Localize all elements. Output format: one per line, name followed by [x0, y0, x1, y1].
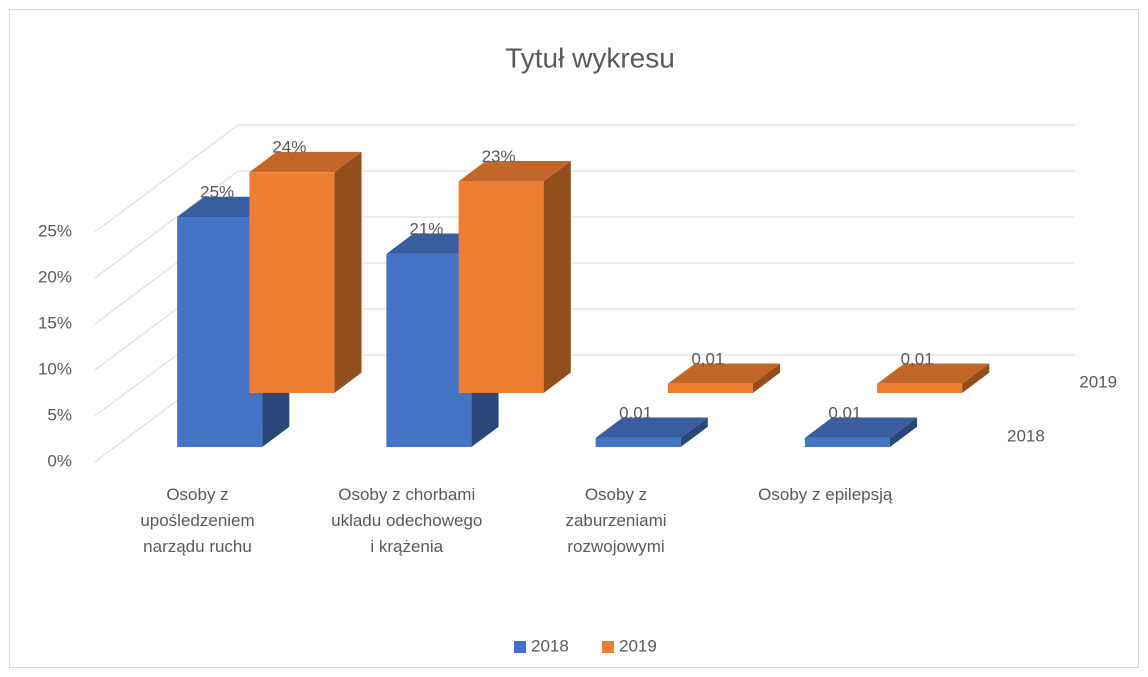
value-label: 23%	[482, 147, 516, 166]
value-label: 24%	[272, 138, 306, 157]
bar-side	[334, 151, 362, 393]
x-tick-label-box: Osoby z upośledzeniem narządu ruchu	[140, 485, 255, 556]
x-tick-label: Osoby z epilepsją	[758, 485, 893, 504]
value-label: 25%	[200, 183, 234, 202]
bar-front	[249, 172, 335, 393]
value-label: 21%	[409, 219, 443, 238]
y-tick-label: 10%	[38, 359, 72, 378]
x-tick-label: Osoby z zaburzeniami rozwojowymi	[565, 485, 667, 556]
x-tick-label: Osoby z upośledzeniem narządu ruchu	[140, 485, 255, 556]
legend-label: 2019	[619, 636, 657, 655]
bar-side	[543, 161, 571, 393]
bar-top	[458, 161, 571, 182]
y-tick-label: 25%	[38, 221, 72, 240]
x-tick-label: Osoby z chorbami ukladu odechowego i krą…	[331, 485, 483, 556]
bar	[458, 161, 571, 393]
bar-side	[752, 363, 781, 393]
bar-top	[804, 417, 918, 438]
x-tick-label-box: Osoby z zaburzeniami rozwojowymi	[565, 485, 667, 556]
bar-front	[804, 437, 890, 448]
bar-top	[667, 363, 781, 384]
grid-line	[94, 124, 239, 233]
value-label: 0,01	[901, 349, 934, 368]
legend-label: 2018	[531, 636, 569, 655]
bar-side	[889, 417, 918, 448]
bar-side	[962, 363, 990, 393]
bar	[249, 151, 362, 393]
bar-top	[877, 363, 990, 384]
value-label: 0,01	[828, 403, 861, 422]
bar-front	[595, 437, 681, 448]
y-tick-label: 0%	[47, 451, 72, 470]
grid-line	[94, 170, 239, 279]
bar-front	[386, 253, 472, 448]
x-tick-label-box: Osoby z chorbami ukladu odechowego i krą…	[331, 485, 483, 556]
bar	[804, 417, 918, 448]
bar-front	[177, 217, 263, 448]
value-label: 0,01	[619, 403, 652, 422]
bar-top	[249, 151, 362, 173]
x-tick-label-box: Osoby z epilepsją	[758, 485, 893, 504]
bar-front	[667, 383, 753, 393]
chart-title: Tytuł wykresu	[505, 42, 675, 73]
bar-top	[595, 417, 708, 438]
legend-swatch	[514, 641, 526, 653]
bar-front	[458, 181, 544, 393]
bar-front	[877, 383, 963, 393]
bar-side	[680, 417, 708, 448]
bar	[877, 363, 990, 393]
value-label: 0,01	[691, 349, 724, 368]
y-tick-label: 15%	[38, 313, 72, 332]
y-tick-label: 5%	[47, 405, 72, 424]
series-axis-label: 2019	[1079, 372, 1117, 391]
bar	[667, 363, 781, 393]
series-axis-label: 2018	[1007, 427, 1045, 446]
bar	[595, 417, 708, 448]
y-tick-label: 20%	[38, 267, 72, 286]
legend-swatch	[602, 641, 614, 653]
